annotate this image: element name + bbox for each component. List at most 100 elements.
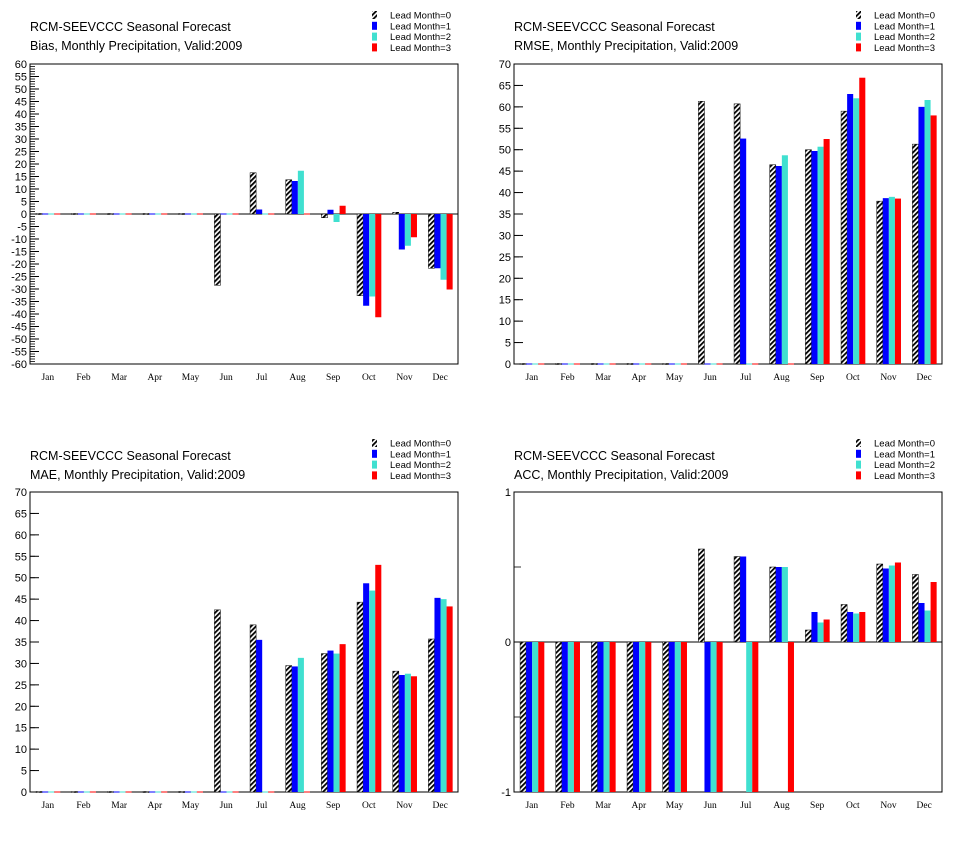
bar-aug-lead3 xyxy=(787,363,794,365)
bar-jul-lead3 xyxy=(752,642,759,792)
bar-nov-lead1 xyxy=(398,675,405,792)
x-tick-label: Sep xyxy=(326,373,341,383)
y-tick-label: -10 xyxy=(11,234,27,246)
x-tick-label: Aug xyxy=(773,373,790,383)
x-tick-label: Nov xyxy=(880,801,897,811)
x-tick-label: Aug xyxy=(773,801,790,811)
bar-sep-lead3 xyxy=(339,644,346,792)
x-tick-label: Oct xyxy=(846,801,860,811)
bar-may-lead0 xyxy=(662,363,670,365)
bar-sep-lead3 xyxy=(339,205,346,214)
bar-aug-lead3 xyxy=(303,791,310,793)
bar-dec-lead3 xyxy=(930,582,937,642)
bar-aug-lead3 xyxy=(787,642,794,792)
legend-label: Lead Month=3 xyxy=(390,43,451,54)
bar-jun-lead1 xyxy=(704,642,711,792)
bar-nov-lead1 xyxy=(398,214,405,250)
legend-label: Lead Month=2 xyxy=(874,460,935,471)
legend-label: Lead Month=2 xyxy=(390,32,451,43)
bar-sep-lead0 xyxy=(805,149,812,365)
bar-sep-lead1 xyxy=(327,650,334,792)
bar-mar-lead0 xyxy=(107,213,114,215)
x-tick-label: Aug xyxy=(289,373,306,383)
x-tick-label: Jul xyxy=(256,801,267,811)
x-tick-label: Nov xyxy=(396,373,413,383)
bar-sep-lead3 xyxy=(823,139,830,364)
y-tick-label: 30 xyxy=(15,134,27,146)
legend-label: Lead Month=2 xyxy=(390,460,451,471)
x-tick-label: Nov xyxy=(396,801,413,811)
bar-apr-lead2 xyxy=(639,363,646,365)
bar-apr-lead2 xyxy=(155,791,162,793)
bar-sep-lead3 xyxy=(823,619,830,642)
bar-jan-lead2 xyxy=(532,642,539,792)
legend-swatch xyxy=(856,43,861,52)
bar-jun-lead0 xyxy=(214,609,221,793)
bar-dec-lead1 xyxy=(434,597,441,792)
y-tick-label: 65 xyxy=(499,80,511,92)
legend-swatch xyxy=(372,21,377,30)
legend-swatch xyxy=(856,11,861,19)
bar-apr-lead0 xyxy=(142,791,150,793)
bar-may-lead0 xyxy=(178,213,186,215)
bar-feb-lead3 xyxy=(573,363,580,365)
y-tick-label: 55 xyxy=(15,551,27,563)
y-tick-label: 15 xyxy=(15,723,27,735)
chart-panel-3: RCM-SEEVCCC Seasonal Forecast MAE, Monthl… xyxy=(15,439,459,811)
bar-dec-lead3 xyxy=(930,115,937,364)
bar-may-lead0 xyxy=(178,791,186,793)
legend-swatch xyxy=(372,43,377,52)
y-tick-label: 50 xyxy=(499,145,511,157)
bar-mar-lead1 xyxy=(113,791,120,793)
bar-may-lead3 xyxy=(680,363,687,365)
bar-apr-lead3 xyxy=(161,213,168,215)
bar-feb-lead1 xyxy=(77,213,84,215)
y-tick-label: 5 xyxy=(21,197,27,209)
bar-nov-lead0 xyxy=(392,212,400,215)
x-tick-label: Dec xyxy=(917,801,932,811)
y-tick-label: 40 xyxy=(499,188,511,200)
bar-jun-lead1 xyxy=(704,363,711,365)
bar-feb-lead1 xyxy=(561,642,568,792)
bar-jul-lead2 xyxy=(746,642,753,792)
bar-oct-lead2 xyxy=(369,214,376,297)
bar-jan-lead0 xyxy=(35,213,43,215)
bar-feb-lead2 xyxy=(83,213,90,215)
x-tick-label: Jan xyxy=(41,801,54,811)
bar-feb-lead2 xyxy=(567,642,574,792)
bar-dec-lead0 xyxy=(428,638,435,793)
chart-panel-1: RCM-SEEVCCC Seasonal Forecast Bias, Month… xyxy=(11,11,459,383)
bar-dec-lead0 xyxy=(912,574,919,643)
bar-jun-lead3 xyxy=(716,363,723,365)
bar-jun-lead2 xyxy=(226,213,233,215)
bar-sep-lead2 xyxy=(333,653,340,792)
y-tick-label: -30 xyxy=(11,284,27,296)
bar-may-lead0 xyxy=(662,641,670,793)
bar-nov-lead3 xyxy=(894,198,901,364)
y-tick-label: -50 xyxy=(11,334,27,346)
y-tick-label: 1 xyxy=(505,487,511,499)
y-tick-label: 15 xyxy=(15,172,27,184)
legend-label: Lead Month=1 xyxy=(390,21,451,32)
bar-jul-lead2 xyxy=(262,791,269,793)
legend-swatch xyxy=(372,449,377,458)
bar-feb-lead3 xyxy=(573,642,580,792)
legend-swatch xyxy=(856,439,861,447)
bar-dec-lead1 xyxy=(918,603,925,642)
chart-subtitle: Bias, Monthly Precipitation, Valid:2009 xyxy=(30,39,242,53)
bar-sep-lead1 xyxy=(327,209,334,214)
bar-jul-lead0 xyxy=(733,556,741,643)
legend-label: Lead Month=1 xyxy=(390,449,451,460)
bar-dec-lead1 xyxy=(918,106,925,364)
bar-aug-lead2 xyxy=(781,567,788,642)
bar-oct-lead1 xyxy=(847,612,854,642)
bar-oct-lead3 xyxy=(859,77,866,364)
bar-sep-lead0 xyxy=(321,653,328,793)
legend-swatch xyxy=(856,449,861,458)
bar-jul-lead2 xyxy=(746,363,753,365)
chart-title: RCM-SEEVCCC Seasonal Forecast xyxy=(30,449,231,463)
bar-oct-lead2 xyxy=(853,98,860,365)
bar-apr-lead1 xyxy=(633,363,640,365)
y-tick-label: 60 xyxy=(15,530,27,542)
